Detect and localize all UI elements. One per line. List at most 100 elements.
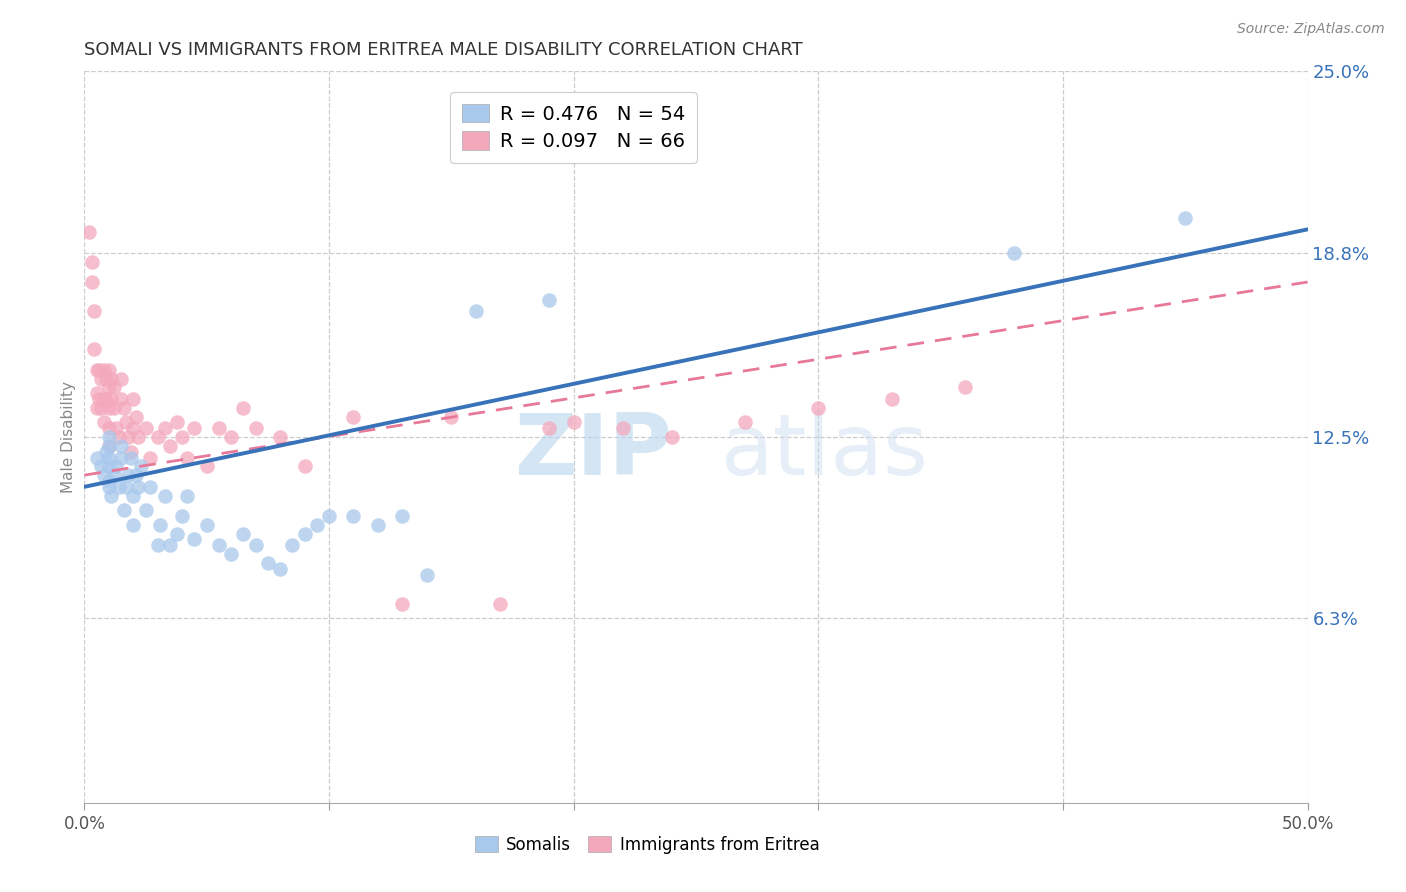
Point [97, 450, 120, 465]
Point [122, 517, 145, 532]
Point [367, 517, 389, 532]
Point [245, 538, 267, 552]
Point [97, 439, 120, 453]
Point [77, 225, 100, 239]
Point [105, 421, 128, 435]
Point [100, 371, 122, 385]
Point [125, 409, 148, 424]
Point [110, 450, 132, 465]
Point [96, 444, 118, 458]
Point [146, 430, 169, 444]
Point [86, 363, 108, 377]
Point [110, 392, 132, 406]
Y-axis label: Male Disability: Male Disability [60, 381, 76, 493]
Point [172, 509, 194, 524]
Point [122, 392, 145, 406]
Point [562, 416, 585, 430]
Point [1174, 211, 1197, 225]
Point [129, 459, 152, 474]
Point [97, 459, 120, 474]
Point [269, 562, 291, 576]
Point [97, 363, 120, 377]
Point [135, 421, 157, 435]
Point [120, 444, 142, 458]
Point [281, 538, 304, 552]
Point [86, 401, 108, 415]
Point [100, 489, 122, 503]
Point [93, 468, 115, 483]
Point [245, 421, 267, 435]
Point [734, 416, 756, 430]
Text: ZIP: ZIP [513, 410, 672, 493]
Point [139, 480, 162, 494]
Point [305, 517, 328, 532]
Point [219, 430, 242, 444]
Point [195, 459, 218, 474]
Point [105, 459, 128, 474]
Point [538, 293, 561, 307]
Point [294, 459, 316, 474]
Point [97, 380, 120, 394]
Point [97, 480, 120, 494]
Point [146, 538, 169, 552]
Point [87, 363, 110, 377]
Point [122, 421, 145, 435]
Legend: Somalis, Immigrants from Eritrea: Somalis, Immigrants from Eritrea [468, 829, 827, 860]
Point [661, 430, 683, 444]
Point [176, 450, 198, 465]
Point [342, 509, 364, 524]
Point [269, 430, 291, 444]
Point [115, 480, 138, 494]
Point [117, 430, 139, 444]
Point [93, 416, 115, 430]
Point [117, 468, 139, 483]
Text: Source: ZipAtlas.com: Source: ZipAtlas.com [1237, 22, 1385, 37]
Point [103, 401, 125, 415]
Point [232, 526, 254, 541]
Point [208, 538, 231, 552]
Point [139, 450, 162, 465]
Point [176, 489, 198, 503]
Point [83, 343, 105, 357]
Point [110, 371, 132, 385]
Point [110, 439, 132, 453]
Point [294, 526, 316, 541]
Point [195, 517, 218, 532]
Point [183, 421, 205, 435]
Point [159, 439, 181, 453]
Text: SOMALI VS IMMIGRANTS FROM ERITREA MALE DISABILITY CORRELATION CHART: SOMALI VS IMMIGRANTS FROM ERITREA MALE D… [84, 41, 803, 59]
Point [96, 371, 118, 385]
Point [83, 304, 105, 318]
Point [880, 392, 903, 406]
Point [107, 480, 129, 494]
Point [86, 386, 108, 401]
Point [149, 517, 172, 532]
Text: atlas: atlas [720, 410, 928, 493]
Point [807, 401, 830, 415]
Point [172, 430, 194, 444]
Point [97, 421, 120, 435]
Point [103, 468, 125, 483]
Point [153, 421, 176, 435]
Point [166, 526, 188, 541]
Point [342, 409, 364, 424]
Point [159, 538, 181, 552]
Point [183, 533, 205, 547]
Point [112, 503, 135, 517]
Point [107, 430, 129, 444]
Point [97, 401, 120, 415]
Point [232, 401, 254, 415]
Point [257, 556, 280, 570]
Point [90, 371, 112, 385]
Point [219, 547, 242, 561]
Point [391, 597, 413, 611]
Point [208, 421, 231, 435]
Point [103, 380, 125, 394]
Point [80, 254, 103, 268]
Point [489, 597, 512, 611]
Point [538, 421, 561, 435]
Point [80, 275, 103, 289]
Point [464, 304, 486, 318]
Point [115, 416, 138, 430]
Point [97, 474, 120, 488]
